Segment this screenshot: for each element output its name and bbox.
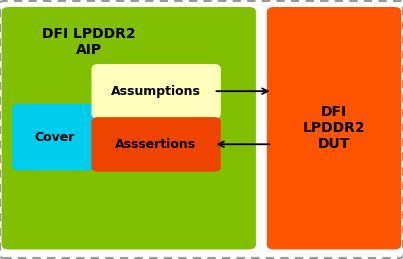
Text: Cover: Cover [34,131,75,144]
Text: DFI LPDDR2
AIP: DFI LPDDR2 AIP [42,27,135,57]
Text: Asssertions: Asssertions [115,138,197,151]
FancyBboxPatch shape [12,104,97,170]
FancyBboxPatch shape [267,7,401,249]
Text: Assumptions: Assumptions [111,85,201,98]
Text: DFI
LPDDR2
DUT: DFI LPDDR2 DUT [303,105,366,152]
FancyBboxPatch shape [2,7,256,249]
FancyBboxPatch shape [91,64,221,119]
FancyBboxPatch shape [91,117,221,172]
